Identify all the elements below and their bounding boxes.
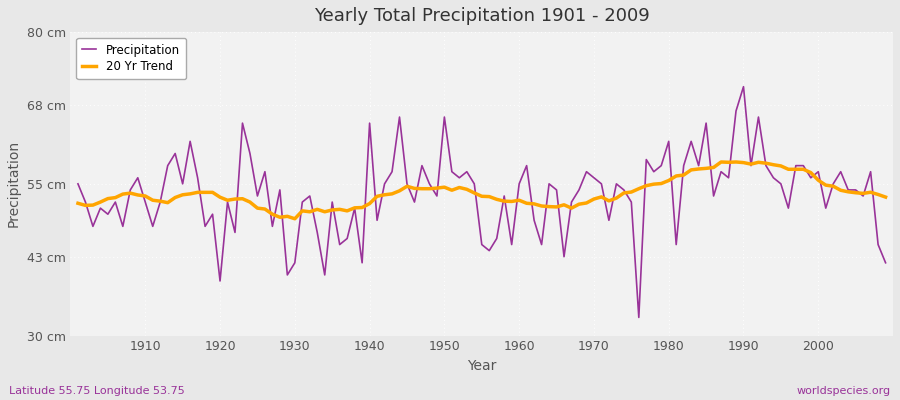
Precipitation	[297, 200, 308, 204]
20 Yr Trend	[521, 201, 532, 206]
20 Yr Trend	[611, 196, 622, 200]
Precipitation	[132, 175, 143, 180]
Precipitation	[342, 236, 353, 241]
20 Yr Trend	[73, 201, 84, 206]
Text: worldspecies.org: worldspecies.org	[796, 386, 891, 396]
Title: Yearly Total Precipitation 1901 - 2009: Yearly Total Precipitation 1901 - 2009	[314, 7, 650, 25]
Precipitation	[514, 182, 525, 186]
Precipitation	[738, 84, 749, 89]
Line: 20 Yr Trend: 20 Yr Trend	[78, 162, 886, 219]
20 Yr Trend	[349, 206, 360, 210]
20 Yr Trend	[132, 192, 143, 197]
Y-axis label: Precipitation: Precipitation	[7, 140, 21, 228]
Precipitation	[73, 182, 84, 186]
Text: Latitude 55.75 Longitude 53.75: Latitude 55.75 Longitude 53.75	[9, 386, 184, 396]
20 Yr Trend	[290, 216, 301, 221]
20 Yr Trend	[514, 198, 525, 203]
20 Yr Trend	[716, 160, 726, 164]
Legend: Precipitation, 20 Yr Trend: Precipitation, 20 Yr Trend	[76, 38, 186, 79]
20 Yr Trend	[880, 195, 891, 200]
Precipitation	[604, 218, 615, 223]
Precipitation	[507, 242, 517, 247]
20 Yr Trend	[304, 209, 315, 214]
X-axis label: Year: Year	[467, 359, 497, 373]
Line: Precipitation: Precipitation	[78, 87, 886, 318]
Precipitation	[634, 315, 644, 320]
Precipitation	[880, 260, 891, 265]
